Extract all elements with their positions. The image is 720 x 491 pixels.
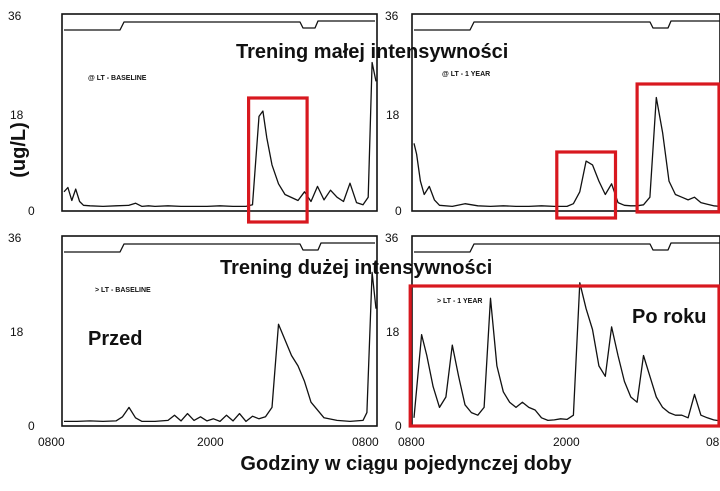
- y-tick-18: 18: [10, 108, 24, 122]
- panel-bottom-left: 36 18 0 0800 2000 0800 > LT - BASELINE: [8, 231, 379, 449]
- panel-top-left: 36 18 0 @ LT - BASELINE: [8, 9, 378, 224]
- y-tick-36: 36: [8, 9, 22, 23]
- y-tick-18: 18: [10, 325, 24, 339]
- y-tick-36: 36: [385, 231, 399, 245]
- series-line: [413, 96, 720, 208]
- y-tick-0: 0: [395, 204, 402, 218]
- y-tick-36: 36: [8, 231, 22, 245]
- label-after: Po roku: [632, 306, 706, 328]
- highlight-box: [247, 96, 309, 224]
- highlight-box: [635, 82, 720, 214]
- panel-frame: [61, 13, 378, 212]
- y-tick-0: 0: [28, 204, 35, 218]
- x-axis-label: Godziny w ciągu pojedynczej doby: [240, 453, 572, 475]
- x-tick: 08: [706, 435, 720, 449]
- series-line: [63, 61, 377, 208]
- y-tick-18: 18: [386, 325, 400, 339]
- highlight-box: [555, 150, 618, 220]
- top-border-trace: [64, 242, 375, 253]
- top-border-trace: [414, 20, 720, 31]
- y-axis-label: (ug/L): [8, 122, 30, 178]
- title-low-intensity: Trening małej intensywności: [236, 41, 508, 63]
- title-high-intensity: Trening dużej intensywności: [220, 257, 492, 279]
- panel-bottom-right: 36 18 0 0800 2000 08 > LT - 1 YEAR: [385, 231, 720, 449]
- series-line: [64, 271, 377, 423]
- y-tick-36: 36: [385, 9, 399, 23]
- top-border-trace: [414, 242, 720, 253]
- y-tick-0: 0: [28, 419, 35, 433]
- panel-top-right: 36 18 0 @ LT - 1 YEAR: [385, 9, 720, 220]
- panel-caption: > LT - BASELINE: [95, 287, 151, 294]
- x-tick: 0800: [38, 435, 65, 449]
- highlight-box: [408, 284, 720, 428]
- panel-caption: > LT - 1 YEAR: [437, 298, 482, 305]
- series-line: [413, 282, 720, 422]
- x-tick: 2000: [553, 435, 580, 449]
- panel-frame: [61, 235, 378, 427]
- y-tick-18: 18: [386, 108, 400, 122]
- y-tick-0: 0: [395, 419, 402, 433]
- label-before: Przed: [88, 328, 142, 350]
- x-tick: 2000: [197, 435, 224, 449]
- x-tick: 0800: [352, 435, 379, 449]
- panel-frame: [411, 13, 720, 212]
- top-border-trace: [64, 20, 375, 31]
- panel-caption: @ LT - 1 YEAR: [442, 71, 490, 78]
- panel-caption: @ LT - BASELINE: [88, 75, 147, 82]
- x-tick: 0800: [398, 435, 425, 449]
